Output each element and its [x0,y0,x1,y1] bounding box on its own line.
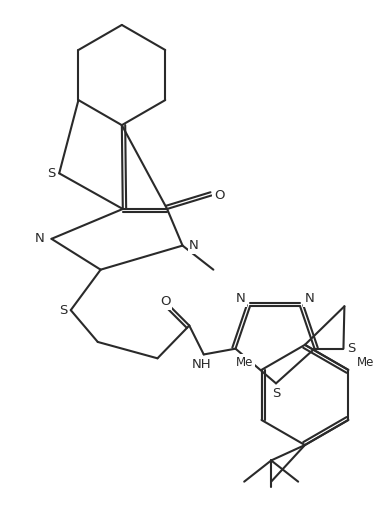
Text: Me: Me [236,355,253,369]
Text: S: S [59,304,67,317]
Text: N: N [35,232,45,245]
Text: O: O [214,189,224,202]
Text: O: O [160,295,171,308]
Text: N: N [305,292,315,305]
Text: NH: NH [192,358,212,371]
Text: N: N [236,292,245,305]
Text: S: S [347,342,355,355]
Text: N: N [189,239,199,252]
Text: S: S [272,386,280,399]
Text: S: S [47,167,56,180]
Text: Me: Me [357,355,374,369]
